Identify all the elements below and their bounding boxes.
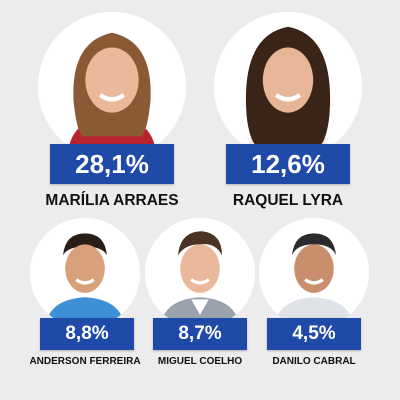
portrait-icon — [145, 218, 255, 328]
candidate-name: RAQUEL LYRA — [232, 192, 344, 209]
candidate-name: MARÍLIA ARRAES — [45, 192, 179, 209]
percent-badge: 12,6% — [226, 144, 350, 184]
portrait-icon — [214, 12, 362, 160]
candidate-name: ANDERSON FERREIRA — [29, 356, 141, 367]
portrait-icon — [30, 218, 140, 328]
candidate-name: DANILO CABRAL — [272, 356, 356, 367]
percent-badge: 28,1% — [50, 144, 174, 184]
candidate-photo-anderson-ferreira — [30, 218, 140, 328]
candidate-photo-danilo-cabral — [259, 218, 369, 328]
candidate-photo-miguel-coelho — [145, 218, 255, 328]
portrait-icon — [38, 12, 186, 160]
percent-badge: 4,5% — [267, 318, 361, 350]
percent-badge: 8,8% — [40, 318, 134, 350]
candidate-name: MIGUEL COELHO — [157, 356, 243, 367]
portrait-icon — [259, 218, 369, 328]
candidate-photo-marilia-arraes — [38, 12, 186, 160]
candidate-photo-raquel-lyra — [214, 12, 362, 160]
percent-badge: 8,7% — [153, 318, 247, 350]
